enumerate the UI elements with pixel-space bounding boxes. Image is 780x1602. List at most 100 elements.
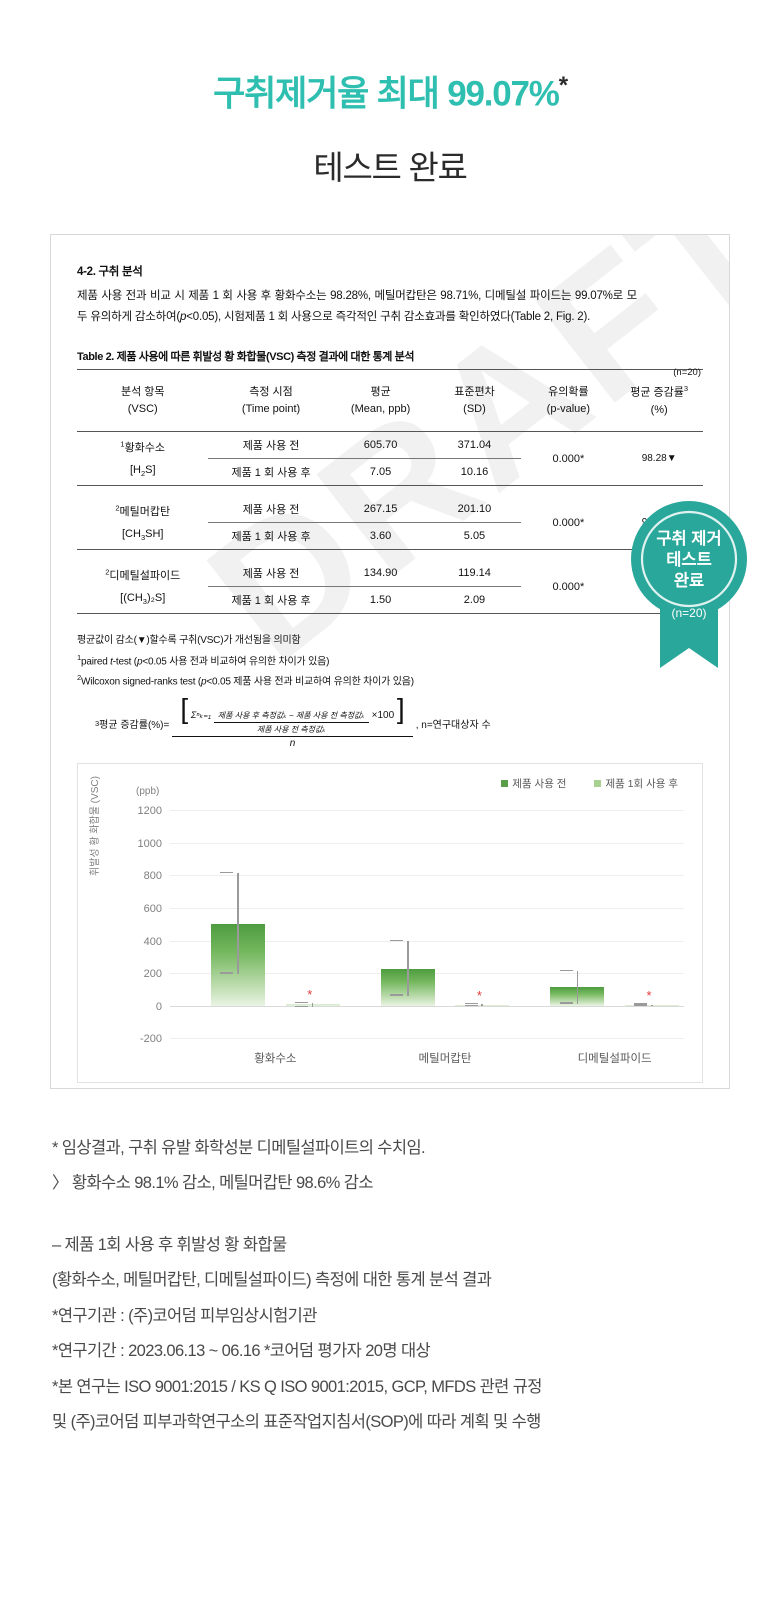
cell-timepoint-before-2: 제품 사용 전: [208, 496, 334, 524]
section-body-part-b: 파이드는 99.07%로 모두 유의하게 감소하여(: [77, 289, 638, 324]
badge-text-line1: 구취 제거: [656, 528, 721, 548]
badge-text-line2: 테스트: [666, 550, 712, 569]
errorbar-line-before-dms: [576, 971, 579, 1004]
th-mean: 평균 (Mean, ppb): [334, 380, 428, 421]
errorbar-cap-top-after-ch3sh: [464, 1002, 478, 1005]
legend-swatch-before: [501, 780, 509, 788]
cell-sd-before-1: 371.04: [427, 431, 522, 460]
formula-inner-numerator: 제품 사용 후 측정값ₖ − 제품 사용 전 측정값ₖ: [213, 710, 369, 724]
errorbar-cap-bottom-before-ch3sh: [389, 994, 403, 997]
statistics-table-body: 1황화수소 [H2S] 제품 사용 전 605.70 371.04 0.000*…: [77, 431, 703, 625]
formula-sup: 3: [95, 719, 100, 729]
cell-mean-after-3: 1.50: [369, 594, 392, 607]
ytick-200: 200: [143, 968, 162, 981]
th-pvalue: 유의확률 (p-value): [521, 380, 615, 421]
note-line: *본 연구는 ISO 9001:2015 / KS Q ISO 9001:201…: [52, 1377, 542, 1396]
ytick-600: 600: [143, 902, 162, 915]
table-row: 제품 1 회 사용 후 3.60 5.05: [77, 523, 703, 550]
th-item: 분석 항목 (VSC): [77, 380, 208, 421]
ytick-minus200: -200: [139, 1033, 162, 1046]
cell-analyte-1: 1황화수소 [H2S]: [120, 439, 166, 479]
errorbar-cap-bottom-after-dms: [634, 1004, 648, 1007]
cell-sd-before-2: 201.10: [427, 496, 522, 524]
note-line: (황화수소, 메틸머캅탄, 디메틸설파이드) 측정에 대한 통계 분석 결과: [52, 1271, 492, 1290]
th-pct-bottom: (%): [650, 403, 668, 416]
cell-timepoint-before-1: 제품 사용 전: [208, 431, 334, 460]
section-body-part-d: 감소효과를 확인하였다(Table 2, Fig. 2).: [403, 311, 591, 324]
legend-item-after: 제품 1회 사용 후: [594, 776, 678, 791]
table-row: 제품 1 회 사용 후 1.50 2.09: [77, 587, 703, 614]
cell-mean-before-3: 134.90: [333, 560, 428, 588]
cell-pvalue-1: 0.000*: [552, 452, 585, 465]
note-line: *연구기간 : 2023.06.13 ~ 06.16 *코어덤 평가자 20명 …: [52, 1342, 431, 1361]
legend-item-before: 제품 사용 전: [501, 776, 566, 791]
hero-section: 구취제거율 최대 99.07%* 테스트 완료: [0, 0, 780, 189]
statistics-table: 분석 항목 (VSC) 측정 시점 (Time point) 평균 (Mean,…: [77, 369, 703, 625]
th-mean-top: 평균: [370, 386, 391, 399]
cell-pvalue-2: 0.000*: [552, 516, 585, 529]
headline-primary: 구취제거율 최대 99.07%*: [0, 72, 780, 115]
footnote-2: 2Wilcoxon signed-ranks test (p<0.05 제품 사…: [77, 673, 414, 688]
ytick-800: 800: [143, 870, 162, 883]
errorbar-cap-top-before-dms: [559, 969, 573, 972]
cell-sd-after-3: 2.09: [463, 594, 486, 607]
errorbar-cap-bottom-before-h2s: [220, 972, 234, 974]
cell-mean-after-1: 7.05: [369, 466, 392, 479]
errorbar-cap-bottom-before-dms: [559, 1002, 573, 1004]
footnote-1: 1paired t-test (p<0.05 사용 전과 비교하여 유의한 차이…: [77, 652, 330, 667]
p-symbol-1: p: [180, 311, 187, 324]
left-bracket-icon: [: [180, 693, 189, 725]
cell-timepoint-after-2: 제품 1 회 사용 후: [231, 531, 311, 544]
errorbar-line-after-dms: [651, 1005, 653, 1007]
errorbar-line-before-h2s: [237, 873, 239, 974]
sample-size-note: (n=20): [673, 367, 701, 379]
footer-notes-block-2: – 제품 1회 사용 후 휘발성 황 화합물 (황화수소, 메틸머캅탄, 디메틸…: [52, 1228, 780, 1441]
cell-sd-after-2: 5.05: [463, 530, 486, 543]
errorbar-cap-top-before-h2s: [220, 871, 234, 874]
cell-pct-1: 98.28▼: [641, 453, 677, 465]
chart-y-axis-label: 휘발성 황 화합물 (VSC): [90, 776, 101, 877]
section-body-part-c: <0.05), 시험제품 1 회 사용으로 즉각적인 구취: [186, 311, 401, 324]
section-title: 4-2. 구취 분석: [77, 265, 143, 278]
cell-sd-after-1: 10.16: [460, 466, 489, 479]
cell-mean-after-2: 3.60: [369, 530, 392, 543]
chart-plot-area: 1200 1000 800 600 400 200 0 -200: [138, 805, 684, 1065]
cell-timepoint-after-3: 제품 1 회 사용 후: [231, 595, 311, 608]
cell-analyte-3: 2디메틸설파이드 [(CH3)₂S]: [105, 567, 181, 607]
footer-notes: * 임상결과, 구취 유발 화학성분 디메틸설파이트의 수치임. 〉 황화수소 …: [52, 1131, 780, 1441]
ytick-0: 0: [155, 1000, 162, 1013]
certification-badge: 구취 제거 테스트 완료 (n=20): [630, 496, 748, 676]
th-timepoint-bottom: (Time point): [241, 402, 301, 415]
chart-unit-label: (ppb): [136, 786, 160, 798]
note-line: 〉 황화수소 98.1% 감소, 메틸머캅탄 98.6% 감소: [52, 1174, 374, 1193]
legend-label-after: 제품 1회 사용 후: [605, 778, 678, 791]
cell-timepoint-before-3: 제품 사용 전: [208, 560, 334, 588]
xtick-h2s: 황화수소: [254, 1053, 297, 1066]
th-sd-top: 표준편차: [454, 386, 495, 399]
right-bracket-icon: ]: [396, 693, 405, 725]
formula-row: 3 평균 증감률(%)= [ Σⁿₖ₌₁ 제품 사용 후 측정값ₖ − 제품 사…: [77, 695, 703, 750]
formula-tail: , n=연구대상자 수: [415, 720, 491, 732]
th-sd-bottom: (SD): [463, 402, 486, 415]
formula-outer-fraction: [ Σⁿₖ₌₁ 제품 사용 후 측정값ₖ − 제품 사용 전 측정값ₖ 제품 사…: [172, 695, 413, 750]
badge-sample-size: (n=20): [671, 606, 706, 620]
cell-mean-before-2: 267.15: [333, 496, 428, 524]
vsc-bar-chart: 제품 사용 전 제품 1회 사용 후 (ppb) 휘발성 황 화합물 (VSC)…: [77, 763, 703, 1084]
significance-star-h2s: *: [307, 986, 313, 1002]
xtick-dms: 디메틸설파이드: [577, 1053, 652, 1066]
cell-analyte-2: 2메틸머캅탄 [CH3SH]: [115, 503, 171, 543]
note-line: 및 (주)코어덤 피부과학연구소의 표준작업지침서(SOP)에 따라 계획 및 …: [52, 1413, 541, 1432]
errorbar-cap-top-after-dms: [634, 1003, 648, 1006]
errorbar-cap-top-after-h2s: [294, 1001, 308, 1004]
sigma-icon: Σⁿₖ₌₁: [190, 710, 212, 721]
formula-outer-denominator: n: [289, 738, 296, 750]
badge-outer-circle: [631, 500, 747, 617]
note-line: * 임상결과, 구취 유발 화학성분 디메틸설파이트의 수치임.: [52, 1138, 426, 1157]
badge-inner-ring: [640, 510, 738, 608]
badge-text-line3: 완료: [674, 571, 704, 590]
table-caption: Table 2. 제품 사용에 따른 휘발성 황 화합물(VSC) 측정 결과에…: [77, 351, 415, 364]
ytick-1200: 1200: [137, 805, 162, 818]
errorbar-line-after-ch3sh: [481, 1004, 484, 1007]
th-pct: 평균 증감률3 (%): [615, 380, 703, 421]
formula-inner-fraction: 제품 사용 후 측정값ₖ − 제품 사용 전 측정값ₖ 제품 사용 전 측정값ₖ: [213, 710, 369, 735]
